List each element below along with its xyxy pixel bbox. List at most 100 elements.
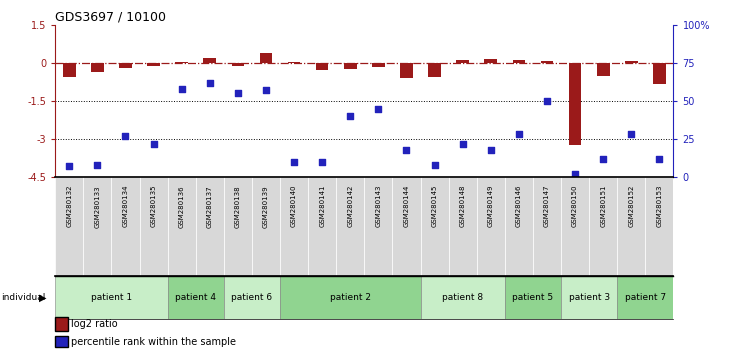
Bar — [512, 60, 526, 63]
Bar — [91, 63, 104, 72]
Bar — [541, 61, 553, 63]
Text: GSM280133: GSM280133 — [94, 185, 100, 228]
Text: log2 ratio: log2 ratio — [71, 319, 118, 329]
Bar — [645, 177, 673, 276]
Bar — [119, 63, 132, 68]
Text: GSM280137: GSM280137 — [207, 185, 213, 228]
Bar — [288, 62, 300, 63]
Text: GSM280143: GSM280143 — [375, 185, 381, 227]
Point — [344, 113, 356, 119]
Bar — [428, 63, 441, 77]
Bar — [505, 276, 561, 319]
Text: GSM280153: GSM280153 — [657, 185, 662, 227]
Point — [91, 162, 103, 168]
Bar — [561, 177, 589, 276]
Bar — [224, 177, 252, 276]
Bar — [280, 177, 308, 276]
Bar — [597, 63, 609, 75]
Bar — [147, 63, 160, 66]
Bar — [420, 276, 505, 319]
Text: GDS3697 / 10100: GDS3697 / 10100 — [55, 11, 166, 24]
Bar — [618, 177, 645, 276]
Bar — [505, 177, 533, 276]
Point — [626, 132, 637, 137]
Bar — [653, 63, 665, 84]
Point — [119, 133, 131, 139]
Text: GSM280150: GSM280150 — [572, 185, 578, 227]
Text: GSM280139: GSM280139 — [263, 185, 269, 228]
Bar — [569, 63, 581, 145]
Point — [204, 80, 216, 85]
Bar — [232, 63, 244, 66]
Text: patient 7: patient 7 — [625, 293, 666, 302]
Bar — [55, 276, 168, 319]
Bar — [484, 59, 497, 63]
Point — [232, 90, 244, 96]
Text: individual: individual — [1, 293, 46, 302]
Bar — [625, 61, 637, 63]
Bar — [561, 276, 618, 319]
Text: GSM280141: GSM280141 — [319, 185, 325, 227]
Bar — [168, 276, 224, 319]
Bar — [224, 276, 280, 319]
Bar — [589, 177, 618, 276]
Point — [400, 147, 412, 153]
Text: GSM280132: GSM280132 — [66, 185, 72, 227]
Bar — [280, 276, 420, 319]
Bar — [252, 177, 280, 276]
Text: GSM280148: GSM280148 — [460, 185, 466, 227]
Bar — [111, 177, 140, 276]
Text: GSM280135: GSM280135 — [151, 185, 157, 227]
Bar — [260, 53, 272, 63]
Text: patient 1: patient 1 — [91, 293, 132, 302]
Text: GSM280146: GSM280146 — [516, 185, 522, 227]
Point — [513, 132, 525, 137]
Text: patient 5: patient 5 — [512, 293, 553, 302]
Text: percentile rank within the sample: percentile rank within the sample — [71, 337, 236, 347]
Bar — [392, 177, 420, 276]
Text: GSM280149: GSM280149 — [488, 185, 494, 227]
Text: patient 2: patient 2 — [330, 293, 371, 302]
Bar — [175, 62, 188, 63]
Bar — [316, 63, 328, 70]
Point — [148, 141, 160, 146]
Bar — [168, 177, 196, 276]
Text: ▶: ▶ — [39, 292, 46, 302]
Text: patient 4: patient 4 — [175, 293, 216, 302]
Bar — [477, 177, 505, 276]
Bar — [308, 177, 336, 276]
Text: patient 8: patient 8 — [442, 293, 484, 302]
Text: GSM280144: GSM280144 — [403, 185, 409, 227]
Bar — [63, 63, 76, 77]
Bar — [364, 177, 392, 276]
Bar — [336, 177, 364, 276]
Point — [485, 147, 497, 153]
Text: GSM280145: GSM280145 — [431, 185, 438, 227]
Text: patient 6: patient 6 — [231, 293, 272, 302]
Point — [654, 156, 665, 161]
Bar — [618, 276, 673, 319]
Bar — [449, 177, 477, 276]
Point — [428, 162, 440, 168]
Text: GSM280147: GSM280147 — [544, 185, 550, 227]
Point — [260, 87, 272, 93]
Bar — [344, 63, 356, 69]
Point — [289, 159, 300, 165]
Bar — [55, 177, 83, 276]
Text: GSM280151: GSM280151 — [600, 185, 606, 227]
Text: patient 3: patient 3 — [569, 293, 609, 302]
Bar — [420, 177, 449, 276]
Point — [541, 98, 553, 104]
Text: GSM280142: GSM280142 — [347, 185, 353, 227]
Text: GSM280138: GSM280138 — [235, 185, 241, 228]
Point — [176, 86, 188, 92]
Point — [63, 164, 75, 169]
Bar — [140, 177, 168, 276]
Bar — [456, 60, 469, 63]
Point — [316, 159, 328, 165]
Bar — [196, 177, 224, 276]
Text: GSM280140: GSM280140 — [291, 185, 297, 227]
Point — [457, 141, 469, 146]
Point — [372, 105, 384, 111]
Bar — [83, 177, 111, 276]
